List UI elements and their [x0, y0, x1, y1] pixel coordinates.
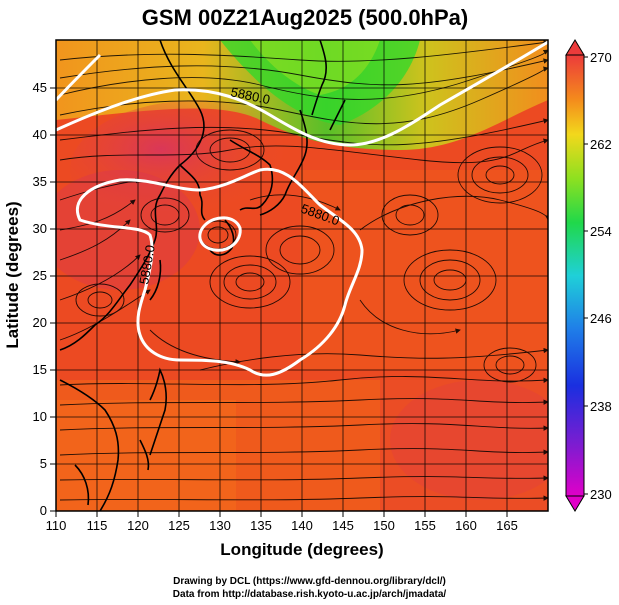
colorbar-label: 238: [590, 399, 612, 414]
x-tick-label: 145: [332, 518, 354, 533]
x-tick-label: 135: [250, 518, 272, 533]
y-tick-label: 35: [33, 174, 47, 189]
colorbar-scale: [565, 54, 585, 497]
y-tick-label: 45: [33, 80, 47, 95]
y-tick-label: 10: [33, 409, 47, 424]
credit-drawing: Drawing by DCL (https://www.gfd-dennou.o…: [173, 576, 446, 587]
colorbar-top-arrow: [565, 39, 585, 56]
x-tick-label: 150: [373, 518, 395, 533]
y-tick-label: 40: [33, 127, 47, 142]
x-tick-label: 165: [496, 518, 518, 533]
colorbar-bottom-arrow: [565, 495, 585, 512]
colorbar-label: 270: [590, 50, 612, 65]
x-tick-labels: 110 115 120 125 130 135 140 145 150 155 …: [46, 518, 518, 533]
x-tick-label: 130: [209, 518, 231, 533]
y-tick-marks: [50, 87, 56, 512]
colorbar-label: 246: [590, 311, 612, 326]
coastlines: [59, 40, 346, 511]
colorbar: 270 262 254 246 238 230: [565, 39, 612, 512]
contour-5880: [56, 40, 548, 377]
map-grid: [56, 40, 548, 511]
x-tick-label: 115: [87, 518, 108, 533]
x-axis-label: Longitude (degrees): [220, 540, 383, 559]
y-tick-label: 30: [33, 221, 47, 236]
colorbar-label: 262: [590, 137, 612, 152]
y-tick-label: 20: [33, 315, 47, 330]
y-tick-label: 15: [33, 362, 47, 377]
contour-label: 5880.0: [136, 244, 158, 286]
x-tick-label: 155: [414, 518, 436, 533]
y-tick-labels: 0 5 10 15 20 25 30 35 40 45: [33, 80, 47, 518]
map-plot-area: 5880.0 5880.0 5880.0: [56, 40, 548, 511]
credit-data: Data from http://database.rish.kyoto-u.a…: [172, 589, 447, 600]
colorbar-label: 254: [590, 224, 612, 239]
wind-streamlines: [59, 40, 548, 501]
x-tick-label: 160: [455, 518, 477, 533]
figure-title: GSM 00Z21Aug2025 (500.0hPa): [142, 5, 468, 30]
y-tick-label: 0: [40, 503, 47, 518]
x-tick-marks: [55, 511, 508, 517]
x-tick-label: 125: [168, 518, 190, 533]
y-axis-label: Latitude (degrees): [3, 201, 22, 348]
x-tick-label: 110: [46, 518, 67, 533]
x-tick-label: 140: [291, 518, 313, 533]
x-tick-label: 120: [127, 518, 149, 533]
y-tick-label: 25: [33, 268, 47, 283]
colorbar-label: 230: [590, 487, 612, 502]
y-tick-label: 5: [40, 456, 47, 471]
